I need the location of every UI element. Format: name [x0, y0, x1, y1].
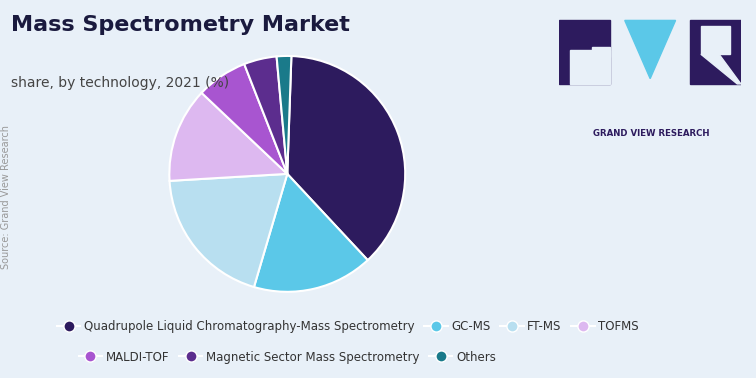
Polygon shape [701, 54, 741, 84]
Wedge shape [277, 56, 291, 174]
Wedge shape [169, 93, 287, 181]
Legend: MALDI-TOF, Magnetic Sector Mass Spectrometry, Others: MALDI-TOF, Magnetic Sector Mass Spectrom… [74, 346, 500, 368]
Legend: Quadrupole Liquid Chromatography-Mass Spectrometry, GC-MS, FT-MS, TOFMS: Quadrupole Liquid Chromatography-Mass Sp… [52, 316, 643, 338]
Polygon shape [624, 20, 676, 79]
Bar [570, 50, 610, 84]
Wedge shape [202, 64, 287, 174]
Bar [690, 20, 741, 84]
Bar [559, 20, 610, 84]
Bar [592, 47, 610, 57]
Wedge shape [287, 56, 405, 260]
Text: Source: Grand View Research: Source: Grand View Research [1, 125, 11, 268]
Wedge shape [254, 174, 367, 292]
Wedge shape [169, 174, 287, 287]
Text: share, by technology, 2021 (%): share, by technology, 2021 (%) [11, 76, 230, 90]
Text: GRAND VIEW RESEARCH: GRAND VIEW RESEARCH [593, 129, 710, 138]
Wedge shape [244, 56, 287, 174]
Bar [701, 26, 730, 54]
Text: Mass Spectrometry Market: Mass Spectrometry Market [11, 15, 350, 35]
